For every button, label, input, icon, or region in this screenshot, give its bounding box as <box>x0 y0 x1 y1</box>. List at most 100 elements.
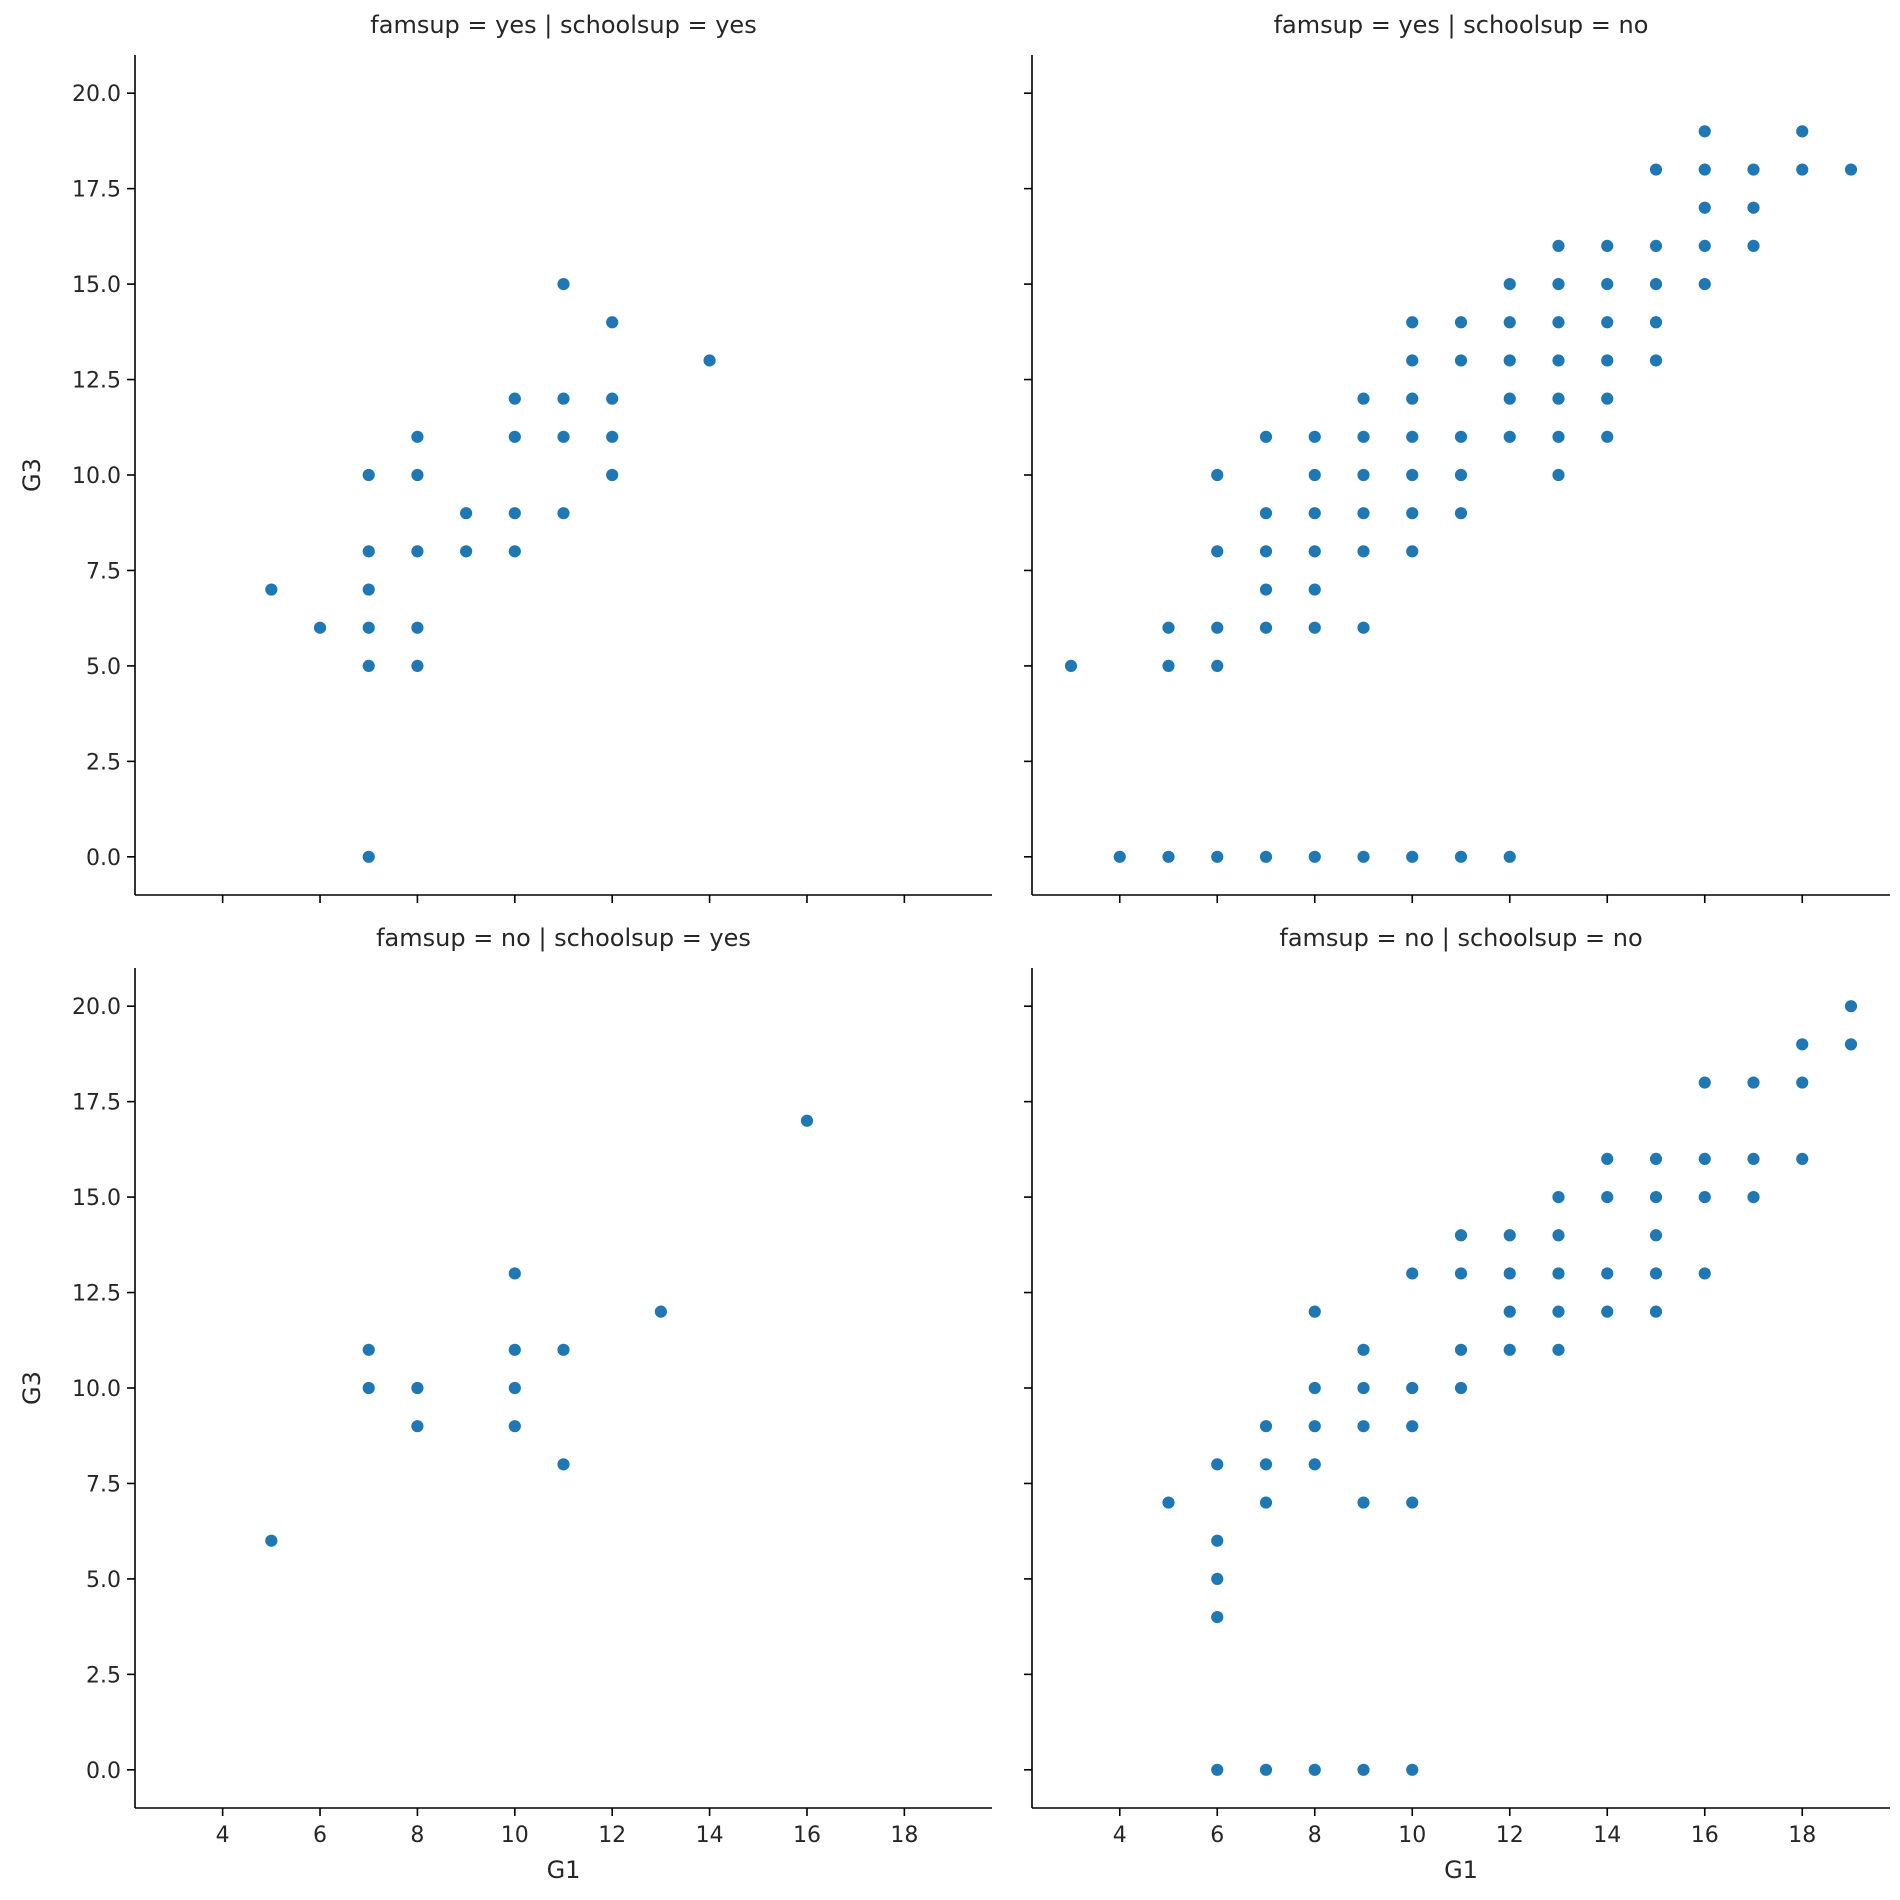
scatter-point <box>361 1342 376 1357</box>
scatter-point <box>1649 277 1663 291</box>
scatter-point <box>1356 1762 1371 1777</box>
scatter-point <box>1795 162 1810 177</box>
scatter-point <box>1307 582 1322 597</box>
y-tick-label: 5.0 <box>86 655 121 680</box>
scatter-point <box>1844 162 1858 177</box>
scatter-point <box>459 506 474 521</box>
scatter-point <box>1697 277 1712 291</box>
y-tick-label: 15.0 <box>72 273 121 298</box>
scatter-point <box>1307 468 1322 482</box>
scatter-point <box>1064 659 1078 673</box>
scatter-point <box>1844 999 1858 1014</box>
scatter-point <box>1307 1419 1322 1434</box>
x-tick-label: 8 <box>410 1823 424 1848</box>
scatter-point <box>1259 429 1273 444</box>
scatter-point <box>1600 429 1615 444</box>
scatter-point <box>1307 1304 1322 1319</box>
scatter-point <box>1600 315 1615 330</box>
x-tick-label: 18 <box>1788 1823 1816 1848</box>
scatter-point <box>1795 1075 1810 1090</box>
scatter-point <box>1405 391 1420 406</box>
scatter-point <box>1551 1228 1566 1243</box>
facet-panel-3: famsup = no | schoolsup = yes 0.0 2.5 5.0 7.… <box>18 924 992 1884</box>
x-tick-label: 16 <box>793 1823 821 1848</box>
facet-panel-1: famsup = yes | schoolsup = yes 0.0 2.5 5.0 7… <box>18 11 992 903</box>
scatter-point <box>1210 659 1225 673</box>
x-tick-label: 12 <box>1496 1823 1524 1848</box>
y-axis-label: G3 <box>18 1371 46 1405</box>
scatter-point <box>1259 506 1273 521</box>
scatter-point <box>1844 1037 1858 1052</box>
scatter-point <box>1210 468 1225 482</box>
y-tick-label: 20.0 <box>72 82 121 107</box>
scatter-point <box>1795 124 1810 139</box>
scatter-point <box>1307 620 1322 635</box>
scatter-point <box>1454 429 1468 444</box>
scatter-point <box>1259 544 1273 559</box>
y-tick-label: 0.0 <box>86 846 121 871</box>
scatter-point <box>361 620 376 635</box>
x-tick-label: 18 <box>890 1823 918 1848</box>
scatter-point <box>1161 620 1176 635</box>
scatter-point <box>605 391 620 406</box>
x-tick-label: 12 <box>598 1823 626 1848</box>
scatter-point <box>1259 1457 1273 1472</box>
y-tick-label: 15.0 <box>72 1186 121 1211</box>
scatter-point <box>1356 468 1371 482</box>
facet-title: famsup = yes | schoolsup = no <box>1274 11 1649 39</box>
scatter-point <box>605 315 620 330</box>
scatter-point <box>1600 353 1615 368</box>
scatter-point <box>1356 391 1371 406</box>
scatter-point <box>1502 315 1517 330</box>
scatter-point <box>1551 429 1566 444</box>
scatter-point <box>1454 1228 1468 1243</box>
scatter-point <box>1307 1457 1322 1472</box>
scatter-point <box>1795 1037 1810 1052</box>
scatter-point <box>410 544 425 559</box>
x-tick-label: 10 <box>1398 1823 1426 1848</box>
scatter-point <box>1259 849 1273 864</box>
scatter-point <box>264 1533 279 1548</box>
scatter-point <box>507 1266 522 1281</box>
scatter-point <box>1307 506 1322 521</box>
scatter-point <box>1600 239 1615 253</box>
y-tick-label: 10.0 <box>72 1377 121 1402</box>
scatter-point <box>1649 1190 1663 1204</box>
y-tick-label: 2.5 <box>86 1663 121 1688</box>
x-tick-label: 14 <box>696 1823 724 1848</box>
scatter-point <box>1649 353 1663 368</box>
scatter-point <box>410 659 425 673</box>
scatter-point <box>1405 506 1420 521</box>
scatter-point <box>1502 429 1517 444</box>
scatter-point <box>1649 1228 1663 1243</box>
scatter-point <box>1259 620 1273 635</box>
scatter-point <box>1502 277 1517 291</box>
y-tick-label: 20.0 <box>72 995 121 1020</box>
scatter-point <box>1697 124 1712 139</box>
scatter-point <box>1551 391 1566 406</box>
scatter-point <box>1454 1342 1468 1357</box>
scatter-point <box>1746 200 1761 215</box>
scatter-point <box>1210 1572 1225 1586</box>
x-tick-label: 16 <box>1691 1823 1719 1848</box>
scatter-point <box>507 429 522 444</box>
scatter-point <box>1405 1495 1420 1510</box>
scatter-point <box>1502 1266 1517 1281</box>
scatter-point <box>1307 429 1322 444</box>
scatter-point <box>1600 1266 1615 1281</box>
x-tick-label: 6 <box>1210 1823 1224 1848</box>
scatter-point <box>1649 1152 1663 1166</box>
scatter-point <box>1210 1533 1225 1548</box>
scatter-point <box>1405 1381 1420 1395</box>
scatter-point <box>1746 239 1761 253</box>
x-axis-label: G1 <box>1444 1856 1478 1884</box>
scatter-point <box>1161 659 1176 673</box>
scatter-point <box>361 582 376 597</box>
scatter-point <box>1259 1762 1273 1777</box>
scatter-point <box>1600 1190 1615 1204</box>
scatter-point <box>507 391 522 406</box>
scatter-point <box>313 620 327 635</box>
scatter-point <box>556 1342 571 1357</box>
scatter-point <box>1210 620 1225 635</box>
